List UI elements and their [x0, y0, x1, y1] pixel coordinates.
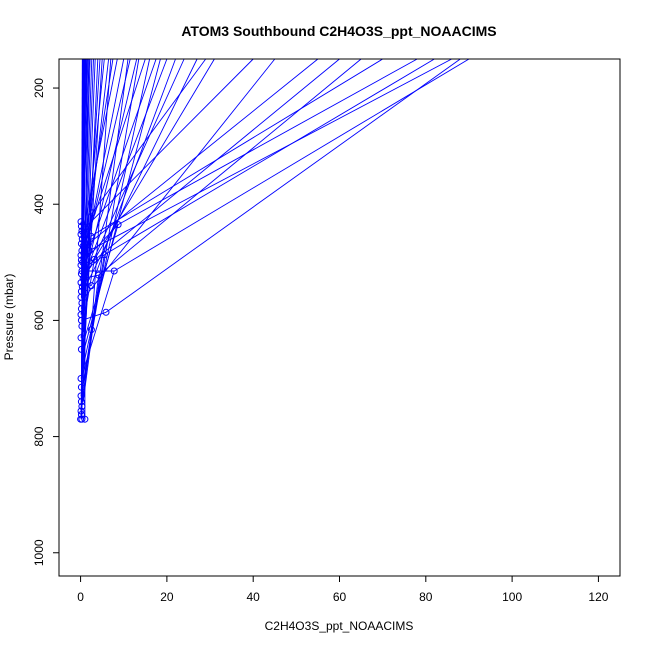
x-axis-label: C2H4O3S_ppt_NOAACIMS: [265, 619, 414, 633]
data-point: [84, 261, 92, 269]
series-line-segment: [84, 58, 254, 228]
series-line-segment: [80, 224, 119, 350]
data-point: [78, 402, 86, 410]
series-line-segment: [117, 58, 418, 225]
y-tick-label: 800: [32, 426, 46, 446]
data-point: [77, 345, 85, 353]
series-line-segment: [84, 58, 276, 298]
x-tick-label: 20: [160, 590, 174, 604]
data-point: [114, 221, 122, 229]
x-tick-label: 100: [502, 590, 522, 604]
series-line-segment: [88, 58, 340, 266]
data-point: [81, 293, 88, 301]
data-point: [95, 271, 103, 279]
x-tick-label: 0: [77, 590, 84, 604]
series-line-segment: [84, 58, 198, 289]
chart-title: ATOM3 Southbound C2H4O3S_ppt_NOAACIMS: [181, 23, 496, 39]
series-line-segment: [82, 224, 119, 263]
y-tick-label: 200: [32, 78, 46, 98]
series-line-segment: [80, 270, 115, 379]
series-line-segment: [104, 58, 435, 256]
series-line-segment: [84, 58, 138, 280]
y-tick-label: 1000: [32, 539, 46, 566]
data-point: [79, 242, 87, 250]
data-point: [77, 334, 85, 342]
data-point: [78, 415, 86, 423]
data-point: [77, 230, 85, 238]
data-point: [87, 326, 95, 334]
series-line-segment: [85, 58, 185, 277]
series-line-segment: [86, 58, 319, 246]
data-point: [77, 279, 85, 287]
x-tick-label: 40: [247, 590, 261, 604]
data-point: [77, 398, 85, 406]
data-point: [83, 235, 91, 243]
series-line-segment: [88, 58, 452, 252]
data-point: [85, 247, 93, 255]
series-line-segment: [86, 58, 131, 246]
series-line-segment: [82, 58, 118, 234]
data-point: [77, 411, 85, 418]
x-tick-label: 60: [333, 590, 347, 604]
data-point: [110, 267, 118, 275]
data-point: [78, 235, 86, 243]
series-line-segment: [81, 311, 107, 321]
series-line-segment: [105, 58, 461, 313]
data-point: [81, 284, 89, 292]
data-point: [81, 224, 89, 231]
series-line-segment: [80, 243, 83, 251]
y-tick-label: 400: [32, 194, 46, 214]
series-line-segment: [94, 58, 215, 260]
data-point: [78, 267, 86, 275]
data-point: [78, 247, 86, 255]
y-axis-label: Pressure (mbar): [2, 274, 16, 361]
data-point: [81, 415, 89, 423]
data-point: [102, 308, 110, 316]
x-tick-label: 120: [588, 590, 608, 604]
data-point: [88, 209, 96, 217]
data-point: [87, 282, 95, 290]
data-point: [77, 375, 85, 382]
plot-area: [77, 58, 470, 423]
series-line-segment: [90, 58, 383, 237]
data-point: [77, 218, 85, 226]
series-line-segment: [80, 254, 105, 396]
data-point: [100, 251, 108, 259]
series-line-segment: [81, 58, 103, 379]
series-line-segment: [98, 58, 362, 276]
y-axis: 200 400 600 800 1000: [32, 78, 60, 566]
data-point: [77, 407, 85, 415]
series-line-segment: [80, 282, 92, 287]
x-axis: 0 20 40 60 80 100 120: [77, 575, 609, 604]
y-tick-label: 600: [32, 310, 46, 330]
data-point: [78, 322, 86, 330]
data-point: [82, 273, 90, 281]
x-tick-label: 80: [419, 590, 433, 604]
series-line-segment: [113, 58, 470, 272]
data-point: [77, 222, 85, 230]
data-point: [77, 383, 85, 391]
data-point: [90, 255, 98, 263]
